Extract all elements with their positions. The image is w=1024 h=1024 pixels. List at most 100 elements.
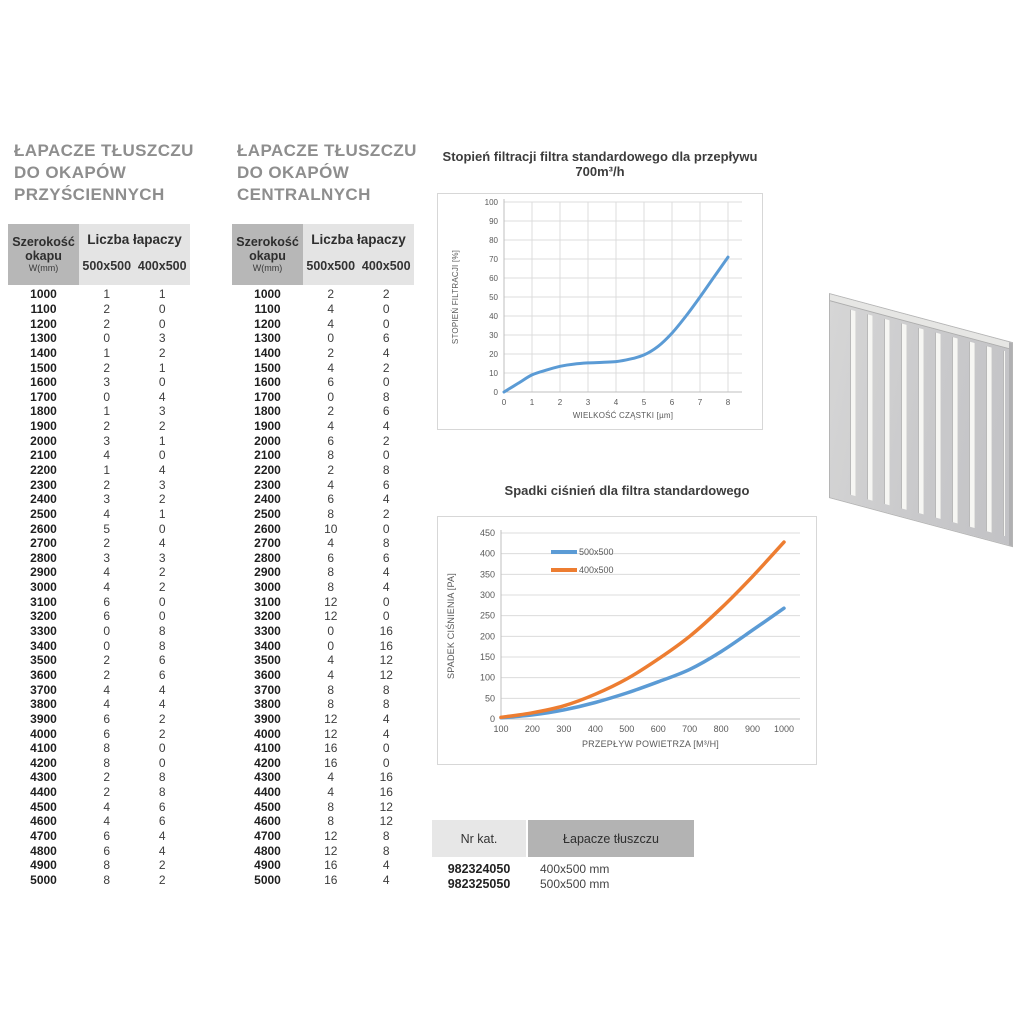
center-table-title: ŁAPACZE TŁUSZCZU DO OKAPÓW CENTRALNYCH	[237, 141, 417, 204]
catcher-count-cell: 4	[327, 653, 335, 668]
hood-width-cell: 2700	[30, 536, 57, 551]
svg-text:50: 50	[489, 293, 498, 302]
catcher-count-cell: 8	[158, 638, 166, 653]
table-row: 5000 16 4	[232, 873, 414, 888]
catcher-count-cell: 4	[382, 565, 390, 580]
table-row: 4900 16 4	[232, 858, 414, 873]
svg-text:600: 600	[651, 724, 666, 734]
hood-width-cell: 4600	[254, 814, 281, 829]
table-row: 1300 0 6	[232, 331, 414, 346]
catcher-count-cell: 8	[382, 697, 390, 712]
hood-width-cell: 4400	[30, 785, 57, 800]
catcher-count-cell: 8	[103, 741, 111, 756]
hood-width-cell: 4100	[254, 741, 281, 756]
hood-width-cell: 3100	[30, 594, 57, 609]
table-row: 2000 6 2	[232, 433, 414, 448]
catcher-count-cell: 6	[382, 404, 390, 419]
hood-width-cell: 4200	[30, 755, 57, 770]
catcher-count-cell: 4	[158, 389, 166, 404]
table-row: 3100 6 0	[8, 594, 190, 609]
svg-text:500x500: 500x500	[579, 547, 614, 557]
hood-width-cell: 1600	[254, 375, 281, 390]
catcher-count-cell: 0	[382, 448, 390, 463]
svg-text:60: 60	[489, 274, 498, 283]
table-row: 5000 8 2	[8, 873, 190, 888]
catcher-count-cell: 6	[158, 799, 166, 814]
catcher-count-cell: 2	[382, 506, 390, 521]
catcher-count-cell: 12	[379, 667, 393, 682]
catcher-count-cell: 2	[158, 580, 166, 595]
table-row: 4100 8 0	[8, 741, 190, 756]
size-column-400x500: 400x500	[361, 259, 411, 273]
size-cell: 400x500 mm	[540, 861, 610, 876]
svg-text:0: 0	[502, 398, 507, 407]
catcher-count-cell: 12	[324, 609, 338, 624]
hood-width-cell: 2900	[254, 565, 281, 580]
svg-text:150: 150	[480, 652, 495, 662]
catcher-count-cell: 2	[103, 653, 111, 668]
svg-text:1: 1	[530, 398, 535, 407]
hood-width-cell: 1900	[254, 419, 281, 434]
catcher-count-cell: 16	[379, 770, 393, 785]
catcher-count-cell: 2	[158, 492, 166, 507]
table-row: 2900 8 4	[232, 565, 414, 580]
svg-text:5: 5	[642, 398, 647, 407]
catcher-count-cell: 4	[158, 536, 166, 551]
svg-text:1000: 1000	[774, 724, 794, 734]
catcher-count-cell: 4	[103, 799, 111, 814]
catcher-count-cell: 0	[382, 741, 390, 756]
hood-width-cell: 4400	[254, 785, 281, 800]
catcher-count-cell: 4	[382, 492, 390, 507]
catcher-count-cell: 12	[324, 726, 338, 741]
hood-width-cell: 3900	[254, 711, 281, 726]
hood-width-cell: 1500	[254, 360, 281, 375]
table-row: 4000 12 4	[232, 726, 414, 741]
table-row: 4800 12 8	[232, 843, 414, 858]
table-row: 3700 8 8	[232, 682, 414, 697]
hood-width-cell: 1200	[30, 316, 57, 331]
catcher-count-cell: 3	[158, 477, 166, 492]
table-row: 1800 2 6	[232, 404, 414, 419]
catcher-count-cell: 2	[158, 345, 166, 360]
hood-width-header: Szerokość okapu W(mm)	[8, 224, 79, 285]
table-row: 4100 16 0	[232, 741, 414, 756]
catcher-count-cell: 12	[324, 711, 338, 726]
catcher-count-cell: 2	[158, 872, 166, 887]
svg-text:900: 900	[745, 724, 760, 734]
table-row: 3800 4 4	[8, 697, 190, 712]
catcher-count-cell: 16	[379, 638, 393, 653]
table-row: 1500 2 1	[8, 360, 190, 375]
table-row: 4700 12 8	[232, 829, 414, 844]
table-row: 1000 2 2	[232, 287, 414, 302]
catcher-count-cell: 0	[382, 609, 390, 624]
catcher-count-cell: 10	[324, 521, 338, 536]
catcher-count-cell: 8	[382, 829, 390, 844]
catcher-count-cell: 1	[158, 433, 166, 448]
catcher-count-cell: 2	[327, 287, 335, 302]
hood-width-cell: 2200	[254, 463, 281, 477]
filtration-chart: 0 10 20 30 40 50 60 70 80 90 100 0 1 2 3 4 5 6 7 8 WIELKOŚĆ …	[437, 193, 763, 430]
catcher-count-cell: 4	[327, 360, 335, 375]
hood-width-cell: 2500	[30, 506, 57, 521]
catcher-count-cell: 4	[158, 843, 166, 858]
table-row: 2600 5 0	[8, 521, 190, 536]
hood-width-cell: 3300	[30, 624, 57, 639]
svg-text:30: 30	[489, 331, 498, 340]
svg-text:400: 400	[480, 549, 495, 559]
catcher-count-cell: 0	[327, 638, 335, 653]
catcher-count-cell: 1	[103, 287, 111, 302]
hood-width-cell: 4700	[30, 829, 57, 844]
pressure-chart-svg: 0 50 100 150 200 250 300 350 400 450 100 200 300 400 5…	[445, 528, 800, 749]
catcher-count-cell: 8	[327, 565, 335, 580]
hood-width-cell: 3700	[30, 682, 57, 697]
table-row: 2800 6 6	[232, 551, 414, 566]
catcher-count-cell: 3	[158, 404, 166, 419]
catcher-count-cell: 2	[327, 463, 335, 477]
pressure-chart-title: Spadki ciśnień dla filtra standardowego	[504, 483, 750, 498]
table-row: 3400 0 16	[232, 638, 414, 653]
catcher-count-cell: 3	[103, 433, 111, 448]
catcher-count-cell: 2	[103, 419, 111, 434]
svg-text:7: 7	[698, 398, 703, 407]
hood-width-cell: 1400	[254, 345, 281, 360]
catcher-count-cell: 2	[382, 433, 390, 448]
